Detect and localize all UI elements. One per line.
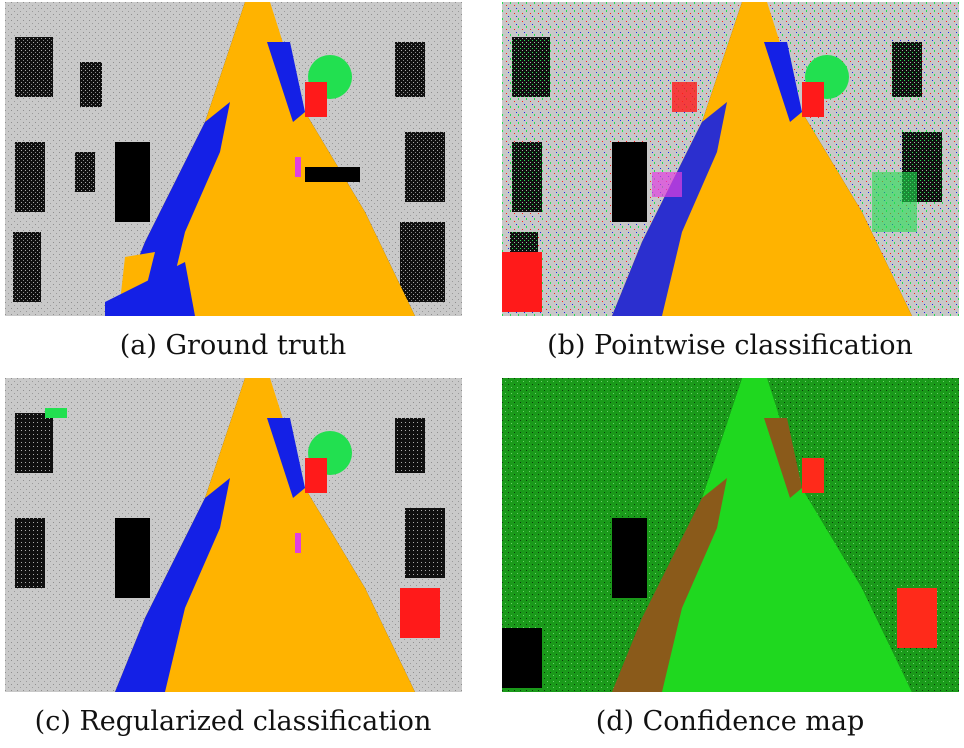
panel-ground-truth [5, 2, 462, 316]
point-cloud-image-d [502, 378, 959, 692]
panel-pointwise-classification [502, 2, 959, 316]
caption-ground-truth: (a) Ground truth [119, 330, 347, 361]
caption-confidence-map: (d) Confidence map [595, 706, 865, 737]
caption-regularized-classification: (c) Regularized classification [34, 706, 432, 737]
point-cloud-image-c [5, 378, 462, 692]
panel-regularized-classification [5, 378, 462, 692]
caption-pointwise-classification: (b) Pointwise classification [547, 330, 913, 361]
panel-confidence-map [502, 378, 959, 692]
point-cloud-image-b [502, 2, 959, 316]
point-cloud-image-a [5, 2, 462, 316]
